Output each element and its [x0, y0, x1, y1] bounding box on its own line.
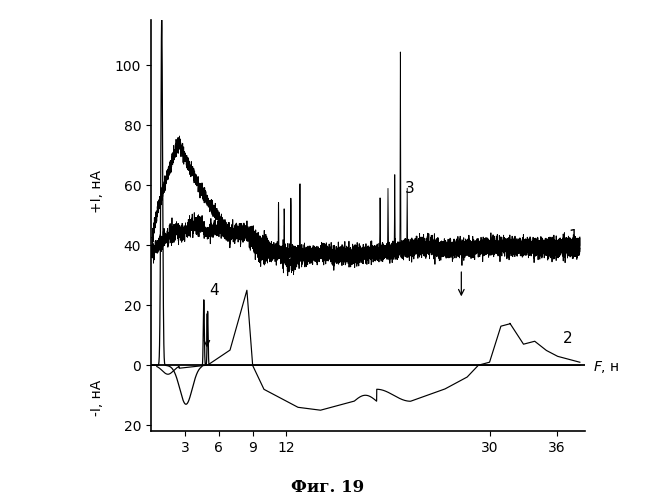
Text: +I, нА: +I, нА: [90, 170, 104, 212]
Text: 4: 4: [210, 282, 219, 298]
Text: $F$, н: $F$, н: [594, 358, 620, 374]
Text: 3: 3: [405, 180, 415, 196]
Text: Фиг. 19: Фиг. 19: [291, 480, 365, 496]
Text: 1: 1: [569, 228, 578, 244]
Text: -I, нА: -I, нА: [90, 380, 104, 416]
Text: 2: 2: [563, 330, 573, 345]
